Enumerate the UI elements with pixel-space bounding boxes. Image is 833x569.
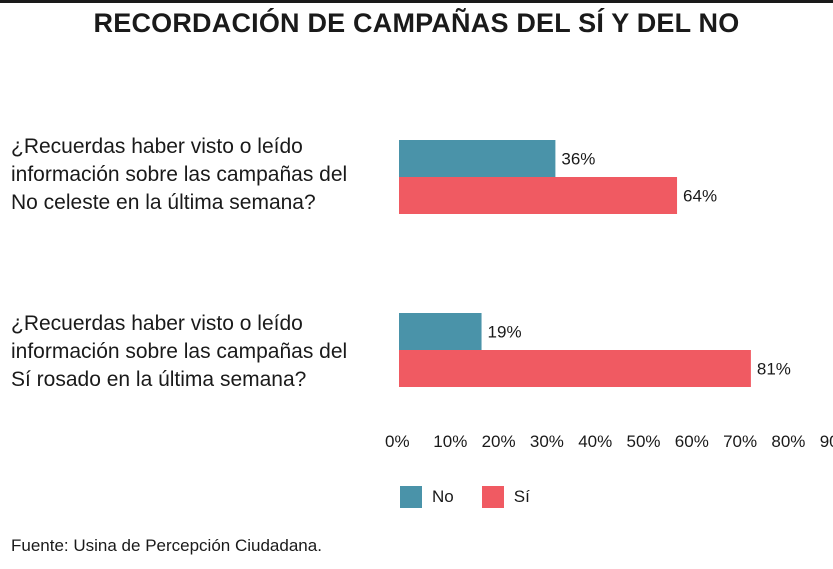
- x-tick-label-7: 70%: [723, 432, 757, 451]
- data-label-si-2: 81%: [757, 360, 791, 379]
- data-label-si-1: 64%: [683, 187, 717, 206]
- x-tick-label-3: 30%: [530, 432, 564, 451]
- x-tick-label-2: 20%: [482, 432, 516, 451]
- source-note: Fuente: Usina de Percepción Ciudadana.: [11, 536, 322, 555]
- legend-item-si: Sí: [481, 486, 530, 508]
- category-label-1: ¿Recuerdas haber visto o leído informaci…: [11, 135, 348, 214]
- bar-si-2: [399, 350, 751, 387]
- legend-item-no: No: [400, 486, 454, 508]
- x-tick-label-4: 40%: [578, 432, 612, 451]
- legend-label-no: No: [432, 487, 454, 506]
- data-label-no-2: 19%: [488, 323, 522, 342]
- x-tick-label-1: 10%: [433, 432, 467, 451]
- category-label-2: ¿Recuerdas haber visto o leído informaci…: [11, 312, 348, 391]
- top-rule: [0, 0, 833, 3]
- bar-si-1: [399, 177, 678, 214]
- legend-swatch-no: [400, 486, 422, 508]
- legend-label-si: Sí: [513, 487, 530, 506]
- bar-no-2: [399, 313, 482, 350]
- bar-no-1: [399, 140, 556, 177]
- legend-swatch-si: [481, 486, 504, 508]
- chart-title: RECORDACIÓN DE CAMPAÑAS DEL SÍ Y DEL NO: [93, 8, 740, 38]
- legend: No Sí: [400, 486, 558, 508]
- x-tick-label-6: 60%: [675, 432, 709, 451]
- x-tick-label-5: 50%: [627, 432, 661, 451]
- x-tick-label-9: 90%: [820, 432, 833, 451]
- x-tick-label-8: 80%: [771, 432, 805, 451]
- data-label-no-1: 36%: [561, 150, 595, 169]
- x-tick-label-0: 0%: [385, 432, 410, 451]
